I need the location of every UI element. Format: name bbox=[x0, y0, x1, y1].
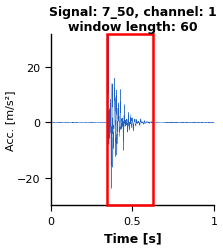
X-axis label: Time [s]: Time [s] bbox=[103, 232, 161, 244]
Bar bbox=[107, 34, 153, 206]
Title: Signal: 7_50, channel: 1
window length: 60: Signal: 7_50, channel: 1 window length: … bbox=[49, 6, 216, 34]
Y-axis label: Acc. [m/s²]: Acc. [m/s²] bbox=[6, 90, 16, 150]
